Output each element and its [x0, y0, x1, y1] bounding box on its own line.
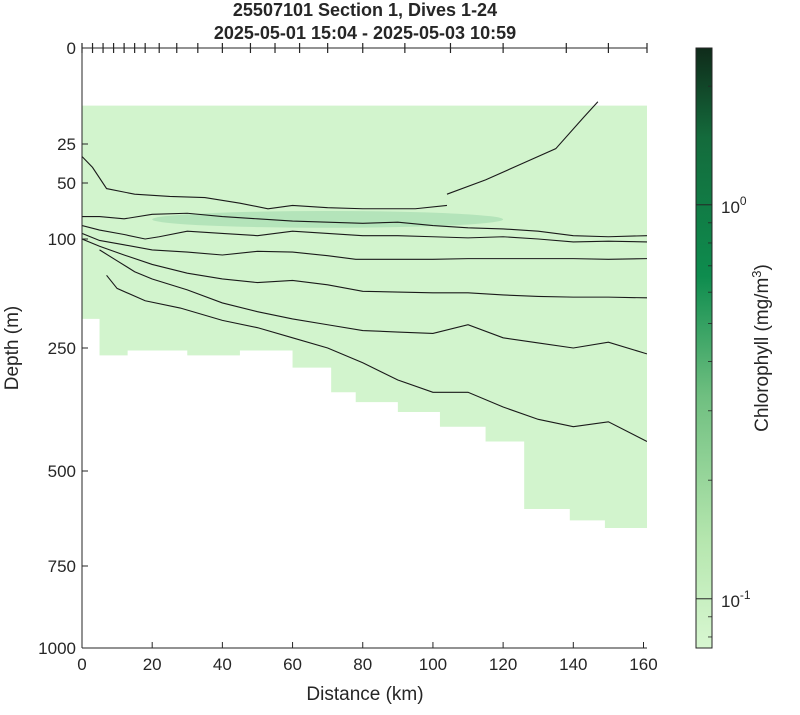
axes: 0 20 40 60 80 100 120 140 160 0 25 50 100 250 500 750 10… — [38, 39, 658, 674]
x-axis-label: Distance (km) — [306, 684, 423, 705]
y-tick-label: 250 — [48, 339, 76, 358]
colorbar: 100 10-1 Chlorophyll (mg/m3) — [695, 47, 773, 649]
y-tick-label: 100 — [48, 230, 76, 249]
y-tick-label: 25 — [57, 135, 76, 154]
x-tick-label: 80 — [353, 655, 372, 674]
colorbar-tick-label: 10-1 — [721, 588, 751, 611]
x-tick-label: 40 — [213, 655, 232, 674]
y-axis-label: Depth (m) — [2, 306, 23, 390]
x-tick-label: 160 — [629, 655, 657, 674]
x-tick-label: 140 — [559, 655, 587, 674]
contour-line-1 — [446, 101, 599, 195]
x-tick-label: 120 — [489, 655, 517, 674]
colorbar-ticks: 100 10-1 — [696, 85, 751, 638]
y-tick-label: 1000 — [38, 639, 76, 658]
contour-line-6 — [82, 238, 647, 299]
x-tick-label: 20 — [143, 655, 162, 674]
chlorophyll-field — [82, 105, 647, 528]
contour-line-5 — [82, 232, 647, 260]
contour-line-7 — [99, 249, 647, 355]
y-tick-label: 50 — [57, 174, 76, 193]
chlorophyll-max-layer — [152, 211, 504, 228]
contour-line-8 — [106, 274, 647, 442]
contour-line-4 — [82, 225, 647, 243]
x-tick-label: 100 — [419, 655, 447, 674]
chart-title-line-2: 2025-05-01 15:04 - 2025-05-03 10:59 — [214, 23, 516, 43]
chart-title-line-1: 25507101 Section 1, Dives 1-24 — [233, 0, 497, 20]
x-tick-label: 60 — [283, 655, 302, 674]
y-tick-label: 500 — [48, 462, 76, 481]
contour-line-3 — [82, 212, 647, 238]
x-tick-label: 0 — [77, 655, 86, 674]
y-tick-label: 0 — [67, 39, 76, 58]
y-tick-label: 750 — [48, 557, 76, 576]
contour-line-2 — [82, 156, 448, 210]
plot-area — [82, 101, 647, 528]
colorbar-scale — [695, 47, 713, 649]
colorbar-tick-label: 100 — [721, 194, 747, 217]
colorbar-label: Chlorophyll (mg/m3) — [749, 264, 773, 432]
